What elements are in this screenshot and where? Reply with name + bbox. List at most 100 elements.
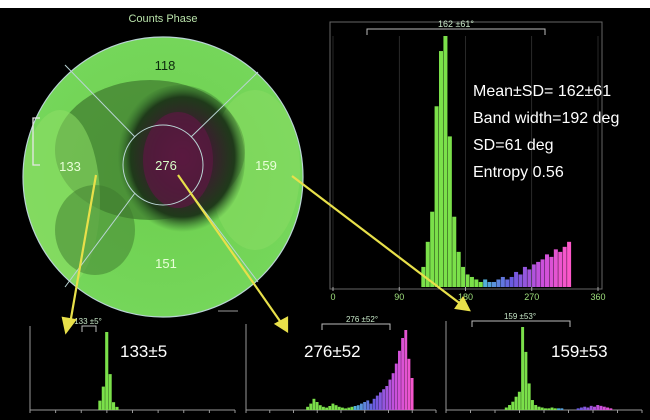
polar-map-title: Counts Phase xyxy=(128,13,197,25)
arrow-septal-head xyxy=(61,316,77,335)
small-histogram-bar xyxy=(356,405,360,410)
small-histogram-bar xyxy=(511,401,515,410)
small-histogram-bar xyxy=(322,406,325,410)
small-histogram-bar xyxy=(363,402,367,410)
small-histogram-bar xyxy=(593,406,596,410)
small-histogram-bar xyxy=(306,406,310,410)
small-histogram-bar xyxy=(589,405,593,410)
small-histogram-bar xyxy=(404,330,408,410)
small-histogram-septal: 133 ±5° 133±5 xyxy=(29,317,236,413)
main-histogram-bar xyxy=(465,274,470,287)
main-histogram-title: 162 ±61° xyxy=(438,19,474,29)
small-histogram-bar xyxy=(334,405,338,410)
small-histogram-bar xyxy=(372,398,376,410)
main-histogram-bar xyxy=(474,279,479,287)
small-histogram-bar xyxy=(527,383,531,410)
small-histogram-bar xyxy=(388,379,392,410)
small-histogram-bar xyxy=(394,363,398,410)
main-histogram-bar xyxy=(536,261,541,287)
small-histogram-bar xyxy=(391,373,395,410)
polar-map-inner-ring xyxy=(122,124,204,206)
small-histogram-bar xyxy=(521,327,525,410)
arrow-center xyxy=(177,174,283,325)
main-histogram-bar xyxy=(549,256,554,287)
small-range-bracket xyxy=(321,323,391,330)
small-histogram-bar xyxy=(579,407,583,410)
small-histogram-bar xyxy=(315,402,319,410)
main-histogram-bar xyxy=(443,36,448,287)
main-histogram-bar xyxy=(500,276,505,287)
small-histogram-bar xyxy=(609,408,613,410)
small-histogram-bar xyxy=(112,402,116,410)
small-histogram-bar xyxy=(602,406,606,410)
small-histogram-bar xyxy=(375,395,379,410)
small-histogram-bar xyxy=(347,407,351,410)
small-histogram-bar xyxy=(108,374,112,410)
small-histogram-bar xyxy=(382,389,386,410)
main-x-tick-label: 0 xyxy=(330,292,335,302)
small-histogram-bar xyxy=(105,332,109,410)
small-histogram-bar xyxy=(530,400,534,410)
small-histogram-bar xyxy=(606,407,610,410)
connector-arrows xyxy=(61,174,471,335)
small-histogram-lateral: 159 ±53° 159±53 xyxy=(445,312,643,413)
main-histogram-bar xyxy=(439,51,444,288)
main-histogram-bar xyxy=(558,251,563,287)
small-histogram-bar xyxy=(547,408,551,410)
small-histogram-bar xyxy=(599,405,603,410)
small-histogram-bar xyxy=(318,405,322,410)
main-histogram-bar xyxy=(505,279,510,287)
main-histogram-bar xyxy=(522,266,527,287)
small-histogram-bar xyxy=(508,405,512,410)
small-histogram-bar xyxy=(524,351,528,410)
small-histogram-bar xyxy=(344,408,348,410)
small-histogram-bar xyxy=(540,407,544,410)
small-histogram-bar xyxy=(560,408,564,410)
polar-map: Counts Phase 118 133 159 151 276 xyxy=(22,13,304,318)
main-histogram-bar xyxy=(456,251,461,287)
main-histogram-bar xyxy=(483,279,488,287)
main-x-tick-label: 180 xyxy=(458,292,473,302)
small-histogram-bar xyxy=(534,405,538,410)
small-histogram-bar xyxy=(328,406,332,410)
small-histogram-bar xyxy=(544,408,547,410)
sector-label-center: 276 xyxy=(155,158,177,173)
small-histogram-bar xyxy=(537,406,541,410)
small-histogram-bar xyxy=(312,398,316,410)
main-histogram-bar xyxy=(553,249,558,287)
small-histogram-bar xyxy=(369,403,373,410)
small-histogram-bar xyxy=(331,403,335,410)
small-histogram-title: 133 ±5° xyxy=(74,317,102,326)
small-histogram-center: 276 ±52° 276±52 xyxy=(245,315,437,413)
polar-map-bracket xyxy=(32,117,40,166)
small-histogram-bar xyxy=(360,403,363,410)
arrow-lateral xyxy=(291,175,463,306)
small-histogram-bar xyxy=(379,392,382,410)
main-histogram-bar xyxy=(434,106,439,287)
small-histogram-bar xyxy=(350,406,354,410)
sector-label-inferior: 151 xyxy=(155,256,177,271)
small-histogram-bar xyxy=(337,406,341,410)
arrow-center-head xyxy=(273,316,289,334)
small-range-bracket xyxy=(81,325,97,332)
small-histogram-bar xyxy=(557,408,561,410)
small-histogram-label: 159±53 xyxy=(551,342,608,361)
main-histogram-bar xyxy=(540,259,545,287)
small-histogram-bar xyxy=(385,386,389,410)
main-x-tick-label: 90 xyxy=(394,292,404,302)
small-histogram-bar xyxy=(517,391,521,410)
small-histogram-bar xyxy=(353,406,357,410)
main-histogram-bar xyxy=(492,281,497,287)
polar-map-outer-ring xyxy=(22,36,304,318)
small-histogram-bar xyxy=(401,338,405,410)
main-histogram-bar xyxy=(545,254,550,287)
stat-sd: SD=61 deg xyxy=(473,137,554,154)
small-histogram-bar xyxy=(410,378,414,410)
main-x-tick-label: 360 xyxy=(590,292,605,302)
small-histogram-bar xyxy=(583,406,587,410)
small-histogram-bar xyxy=(325,407,329,410)
small-range-bracket xyxy=(471,320,571,327)
main-x-tick-label: 270 xyxy=(524,292,539,302)
sector-label-septal: 133 xyxy=(59,159,81,174)
